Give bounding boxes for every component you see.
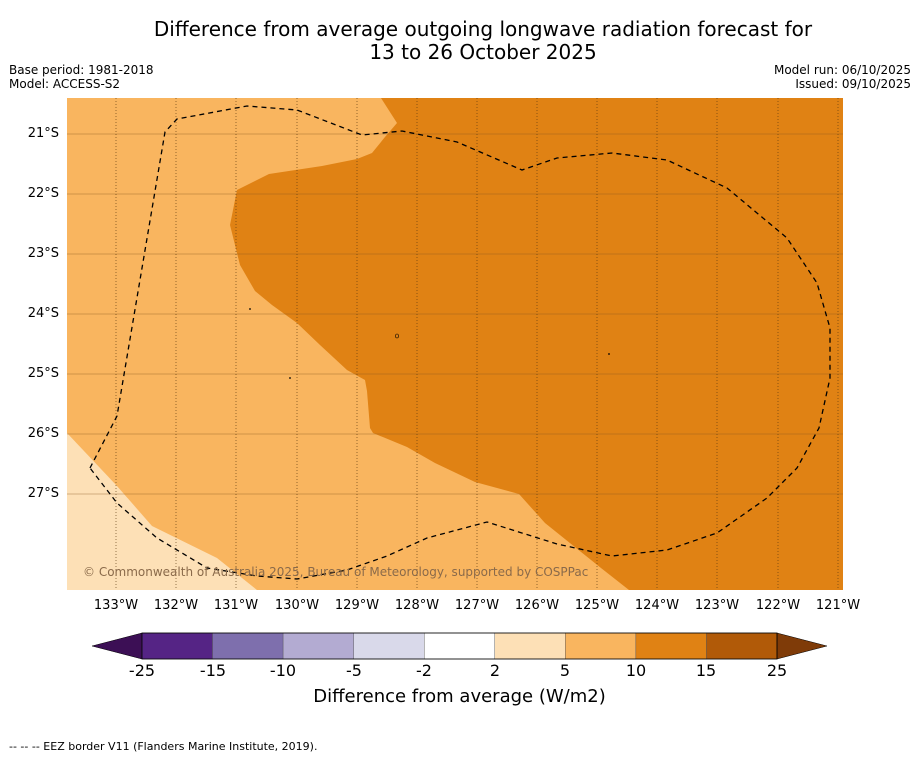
colorbar-swatch xyxy=(565,632,637,660)
lat-label: 22°S xyxy=(27,186,59,201)
island-marker xyxy=(608,353,610,355)
lat-label: 21°S xyxy=(27,126,59,141)
lon-label: 131°W xyxy=(213,598,259,613)
lat-label: 27°S xyxy=(27,486,59,501)
colorbar-tick: 15 xyxy=(695,661,717,680)
lon-label: 125°W xyxy=(574,598,620,613)
lon-label: 127°W xyxy=(454,598,500,613)
lon-label: 129°W xyxy=(334,598,380,613)
colorbar-swatch xyxy=(635,632,707,660)
meta-left: Base period: 1981-2018 Model: ACCESS-S2 xyxy=(9,63,154,91)
island-marker xyxy=(249,308,251,310)
lon-label: 128°W xyxy=(394,598,440,613)
colorbar-tick: 25 xyxy=(766,661,788,680)
colorbar-label: Difference from average (W/m2) xyxy=(313,686,606,707)
colorbar-extend-high xyxy=(776,632,828,660)
colorbar xyxy=(91,632,828,660)
island-marker xyxy=(395,333,399,339)
colorbar-extend-low xyxy=(91,632,143,660)
lon-label: 133°W xyxy=(93,598,139,613)
eez-border xyxy=(89,105,831,580)
colorbar-swatch xyxy=(353,632,425,660)
model-name: Model: ACCESS-S2 xyxy=(9,77,121,91)
anomaly-region-10-15 xyxy=(230,98,843,590)
eez-legend: -- -- -- EEZ border V11 (Flanders Marine… xyxy=(9,740,318,753)
colorbar-tick: 5 xyxy=(559,661,571,680)
issued-date: Issued: 09/10/2025 xyxy=(795,77,911,91)
anomaly-region-2-5 xyxy=(67,433,257,590)
lat-label: 25°S xyxy=(27,366,59,381)
colorbar-swatch xyxy=(282,632,354,660)
meta-right: Model run: 06/10/2025 Issued: 09/10/2025 xyxy=(774,63,911,91)
island-marker xyxy=(289,377,291,379)
lat-label: 24°S xyxy=(27,306,59,321)
lat-label: 23°S xyxy=(27,246,59,261)
lon-label: 124°W xyxy=(634,598,680,613)
lon-label: 126°W xyxy=(514,598,560,613)
lon-label: 130°W xyxy=(274,598,320,613)
colorbar-tick: -2 xyxy=(416,661,432,680)
copyright-notice: © Commonwealth of Australia 2025, Bureau… xyxy=(83,565,589,579)
title-line-2: 13 to 26 October 2025 xyxy=(369,40,597,64)
lon-label: 132°W xyxy=(153,598,199,613)
colorbar-swatch xyxy=(494,632,566,660)
lon-label: 123°W xyxy=(694,598,740,613)
model-run: Model run: 06/10/2025 xyxy=(773,63,911,77)
colorbar-swatch xyxy=(424,632,495,660)
title-line-1: Difference from average outgoing longwav… xyxy=(153,17,813,41)
longitude-gridlines xyxy=(115,98,839,590)
colorbar-swatch xyxy=(141,632,213,660)
lat-label: 26°S xyxy=(27,426,59,441)
colorbar-tick: -15 xyxy=(199,661,227,680)
colorbar-frame xyxy=(141,632,778,660)
map-title: Difference from average outgoing longwav… xyxy=(0,18,919,64)
colorbar-swatch xyxy=(212,632,284,660)
colorbar-tick: -25 xyxy=(128,661,156,680)
colorbar-tick: 10 xyxy=(625,661,647,680)
colorbar-tick: -5 xyxy=(346,661,362,680)
lon-label: 121°W xyxy=(815,598,861,613)
latitude-gridlines xyxy=(67,133,843,495)
base-period: Base period: 1981-2018 xyxy=(9,63,154,77)
lon-label: 122°W xyxy=(755,598,801,613)
map-panel xyxy=(67,98,843,590)
colorbar-tick: -10 xyxy=(269,661,297,680)
colorbar-tick: 2 xyxy=(489,661,501,680)
colorbar-swatch xyxy=(706,632,778,660)
